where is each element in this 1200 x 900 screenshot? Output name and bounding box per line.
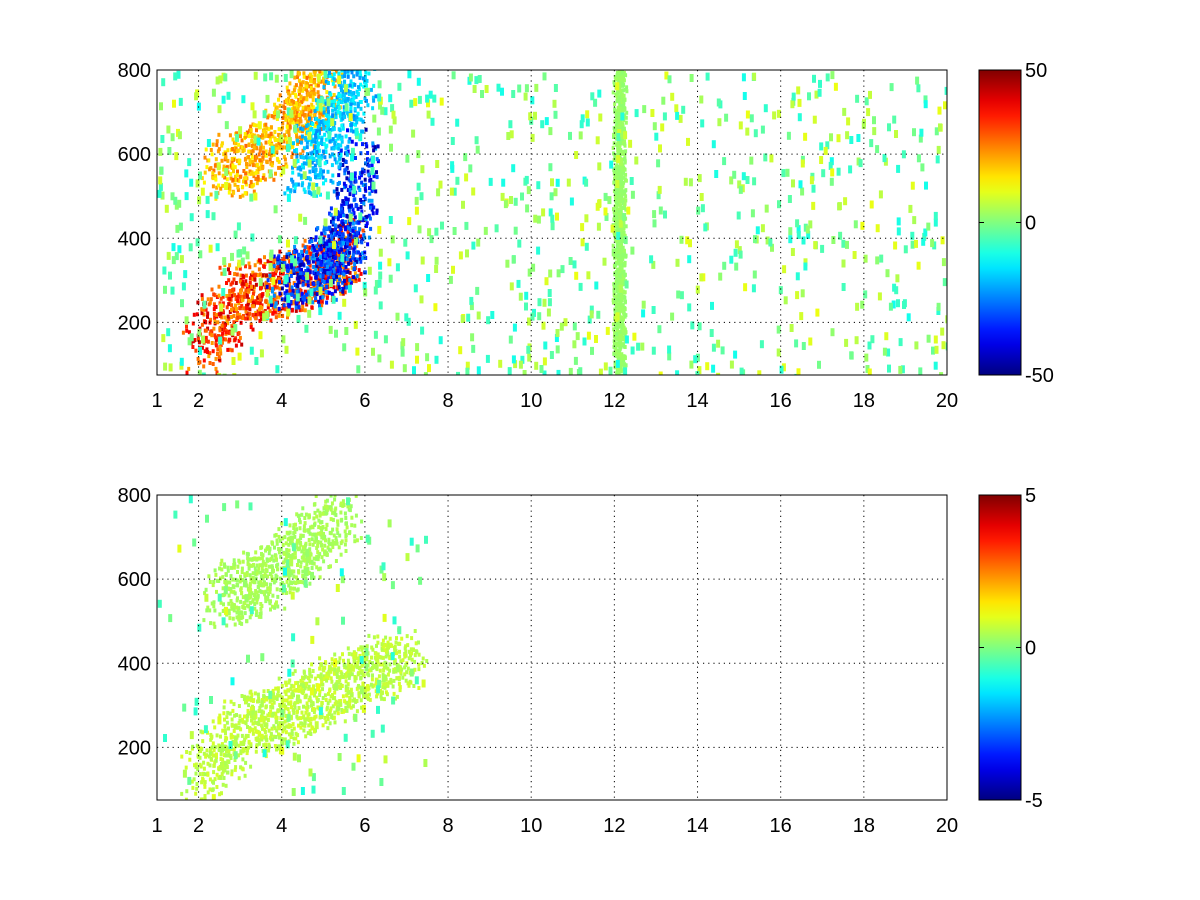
x-tick-label: 2	[193, 390, 204, 412]
x-tick-label: 14	[686, 815, 708, 837]
colorbar-tick-label: 5	[1025, 485, 1036, 507]
y-tick-label: 400	[118, 653, 151, 675]
colorbar-tick-label: -50	[1025, 365, 1054, 387]
y-tick-label: 200	[118, 312, 151, 334]
x-tick-label: 4	[276, 390, 287, 412]
y-tick-label: 400	[118, 228, 151, 250]
heatmap-feature-4	[611, 70, 629, 375]
x-tick-label: 16	[770, 390, 792, 412]
colorbar-tick-label: -5	[1025, 790, 1043, 812]
x-tick-label: 16	[770, 815, 792, 837]
y-tick-label: 600	[118, 569, 151, 591]
heatmap-noise	[157, 70, 947, 375]
colorbar	[978, 494, 1022, 801]
y-tick-label: 200	[118, 737, 151, 759]
plot-area-frame	[156, 69, 948, 376]
x-tick-label: 6	[359, 390, 370, 412]
x-tick-label: 4	[276, 815, 287, 837]
x-tick-label: 12	[603, 390, 625, 412]
x-tick-label: 10	[520, 390, 542, 412]
x-tick-label: 18	[853, 815, 875, 837]
x-tick-label: 8	[442, 390, 453, 412]
y-tick-label: 600	[118, 144, 151, 166]
x-tick-label: 2	[193, 815, 204, 837]
x-tick-label: 1	[151, 390, 162, 412]
plot-area-frame	[156, 494, 948, 801]
x-tick-label: 12	[603, 815, 625, 837]
colorbar-tick-label: 0	[1025, 213, 1036, 235]
heatmap-feature-1	[202, 495, 364, 629]
x-tick-label: 20	[936, 815, 958, 837]
x-tick-label: 8	[442, 815, 453, 837]
x-tick-label: 10	[520, 815, 542, 837]
heatmap-cells	[157, 70, 947, 375]
x-tick-label: 14	[686, 390, 708, 412]
colorbar-tick-label: 50	[1025, 60, 1047, 82]
colorbar-tick-label: 0	[1025, 638, 1036, 660]
x-tick-label: 1	[151, 815, 162, 837]
y-tick-label: 800	[118, 485, 151, 507]
x-tick-label: 18	[853, 390, 875, 412]
colorbar	[978, 69, 1022, 376]
heatmap-cells	[157, 495, 429, 800]
x-tick-label: 6	[359, 815, 370, 837]
heatmap-feature-0	[180, 628, 429, 800]
y-tick-label: 800	[118, 60, 151, 82]
x-tick-label: 20	[936, 390, 958, 412]
